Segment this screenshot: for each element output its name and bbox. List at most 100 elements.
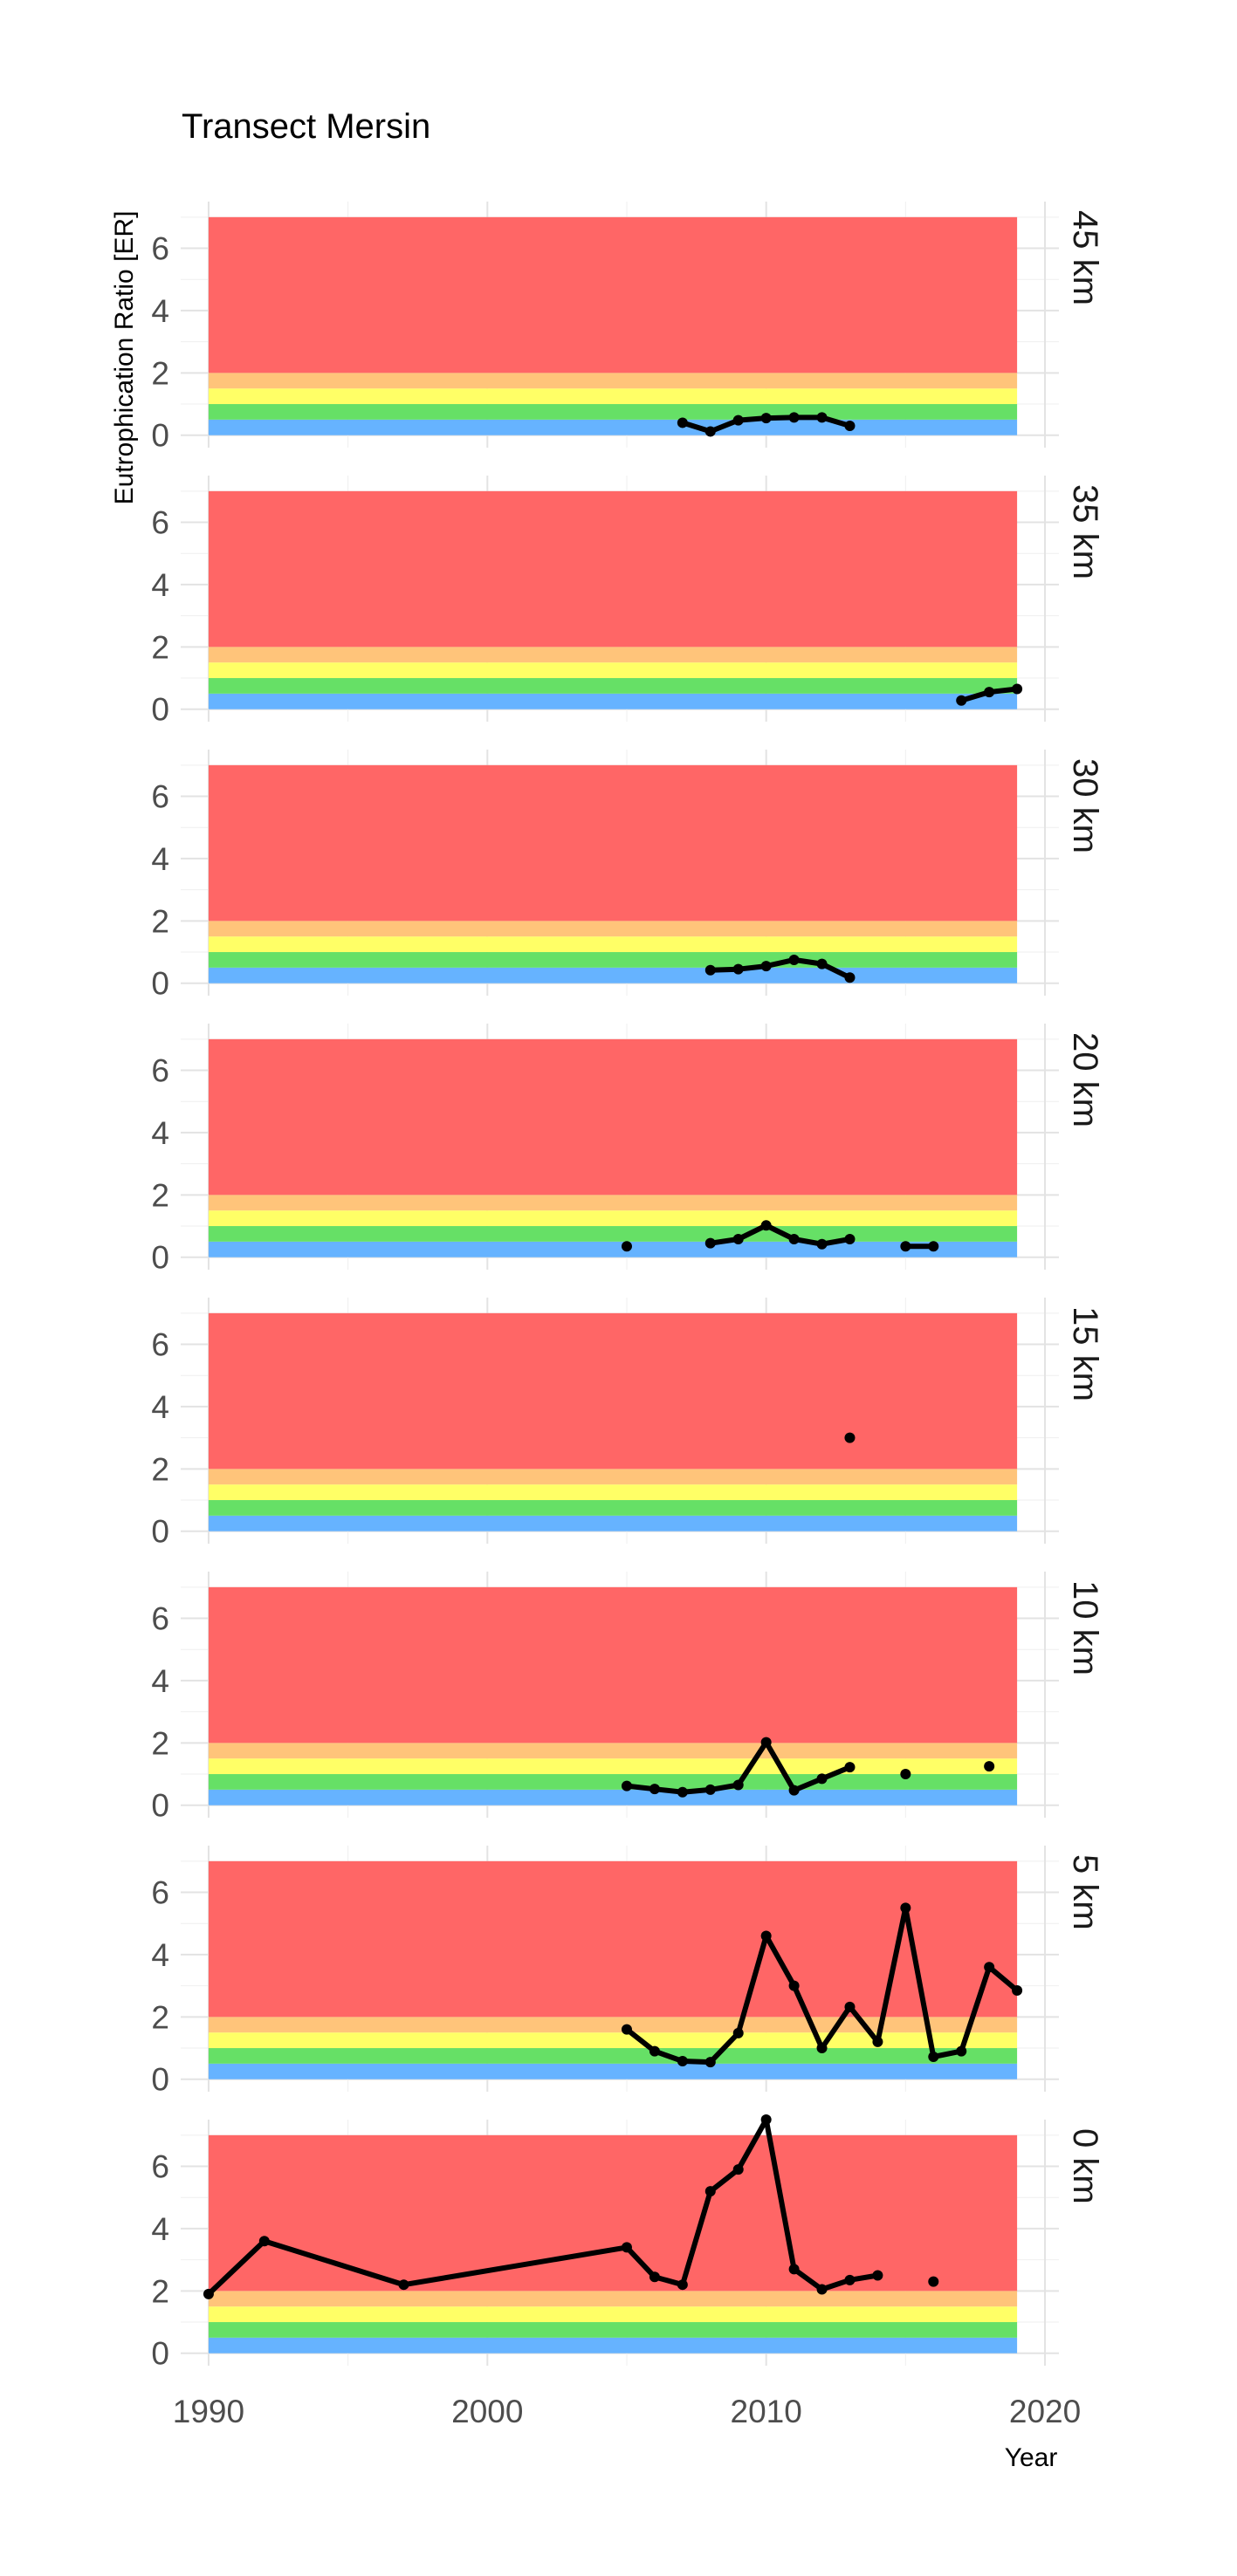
y-tick-label: 0	[151, 1788, 169, 1824]
y-tick-label: 6	[151, 2149, 169, 2185]
er-band	[208, 419, 1018, 435]
data-point	[677, 1786, 688, 1798]
x-tick-label: 2000	[451, 2394, 523, 2429]
data-point	[760, 961, 772, 972]
y-tick-label: 2	[151, 903, 169, 939]
er-band	[208, 490, 1018, 647]
y-tick-label: 0	[151, 2336, 169, 2372]
data-point	[844, 421, 856, 432]
panel-45-km: 0 2 4 6 45 km	[151, 202, 1104, 454]
panel-10-km: 0 2 4 6 10 km	[151, 1572, 1104, 1824]
data-point	[844, 2001, 856, 2012]
er-band	[208, 952, 1018, 968]
data-point	[956, 695, 967, 706]
data-point	[732, 414, 744, 426]
er-band	[208, 1469, 1018, 1485]
er-band	[208, 1743, 1018, 1759]
data-point	[788, 954, 800, 965]
data-point	[816, 412, 828, 423]
er-band	[208, 1789, 1018, 1805]
data-point	[704, 2057, 716, 2068]
er-band	[208, 921, 1018, 937]
er-band	[208, 1195, 1018, 1211]
data-point	[732, 2027, 744, 2038]
er-band	[208, 373, 1018, 389]
y-tick-label: 2	[151, 355, 169, 391]
er-band	[208, 1484, 1018, 1501]
y-tick-label: 0	[151, 418, 169, 454]
facet-label: 0 km	[1066, 2128, 1104, 2204]
er-band	[208, 1500, 1018, 1516]
data-point	[704, 1237, 716, 1249]
data-point	[760, 2114, 772, 2125]
data-point	[398, 2279, 409, 2291]
data-point	[816, 958, 828, 969]
data-point	[1012, 683, 1023, 695]
er-band	[208, 1758, 1018, 1775]
er-band	[208, 647, 1018, 663]
data-point	[928, 2276, 939, 2287]
er-band	[208, 2063, 1018, 2079]
data-point	[732, 1779, 744, 1791]
y-tick-label: 4	[151, 567, 169, 603]
facet-label: 15 km	[1066, 1306, 1104, 1401]
er-band	[208, 1586, 1018, 1744]
facet-label: 30 km	[1066, 758, 1104, 853]
er-band	[208, 2032, 1018, 2049]
data-point	[704, 1784, 716, 1795]
chart-title: Transect Mersin	[182, 107, 430, 146]
data-point	[788, 1980, 800, 1991]
er-band	[208, 693, 1018, 709]
data-point	[816, 2284, 828, 2295]
er-band	[208, 2291, 1018, 2307]
panel-5-km: 0 2 4 6 5 km	[151, 1846, 1104, 2098]
data-point	[956, 2045, 967, 2057]
data-point	[677, 2056, 688, 2067]
data-point	[788, 2264, 800, 2275]
data-point	[704, 2186, 716, 2197]
er-band	[208, 1226, 1018, 1242]
y-tick-label: 4	[151, 1389, 169, 1425]
data-point	[704, 426, 716, 437]
data-point	[984, 1962, 995, 1973]
data-point	[984, 1761, 995, 1772]
y-tick-label: 4	[151, 1115, 169, 1151]
er-band	[208, 2134, 1018, 2292]
facet-label: 5 km	[1066, 1854, 1104, 1930]
y-tick-label: 0	[151, 1240, 169, 1276]
data-point	[649, 1784, 660, 1795]
data-point	[760, 1737, 772, 1748]
er-band	[208, 404, 1018, 420]
data-point	[816, 1238, 828, 1250]
data-point	[760, 1220, 772, 1231]
data-point	[816, 1773, 828, 1785]
er-band	[208, 1210, 1018, 1227]
y-tick-label: 4	[151, 2211, 169, 2247]
panel-15-km: 0 2 4 6 15 km	[151, 1298, 1104, 1550]
er-band	[208, 1515, 1018, 1531]
er-band	[208, 678, 1018, 694]
er-band	[208, 764, 1018, 921]
er-band	[208, 1241, 1018, 1257]
data-point	[621, 1780, 632, 1792]
er-band	[208, 936, 1018, 953]
y-tick-label: 2	[151, 629, 169, 665]
data-point	[704, 964, 716, 976]
y-tick-label: 4	[151, 841, 169, 877]
er-band	[208, 2017, 1018, 2033]
er-band	[208, 2306, 1018, 2323]
y-tick-label: 2	[151, 1451, 169, 1487]
x-tick-label: 2010	[731, 2394, 802, 2429]
panel-20-km: 0 2 4 6 20 km	[151, 1024, 1104, 1276]
facet-label: 45 km	[1066, 210, 1104, 305]
facet-label: 10 km	[1066, 1580, 1104, 1675]
facet-label: 35 km	[1066, 484, 1104, 579]
x-axis-label: Year	[1005, 2443, 1058, 2472]
data-point	[900, 1241, 911, 1252]
x-tick-label: 2020	[1009, 2394, 1081, 2429]
data-point	[872, 2270, 883, 2281]
data-point	[844, 2274, 856, 2285]
er-band	[208, 662, 1018, 679]
y-axis-label: Eutrophication Ratio [ER]	[110, 211, 139, 505]
er-band	[208, 1774, 1018, 1790]
